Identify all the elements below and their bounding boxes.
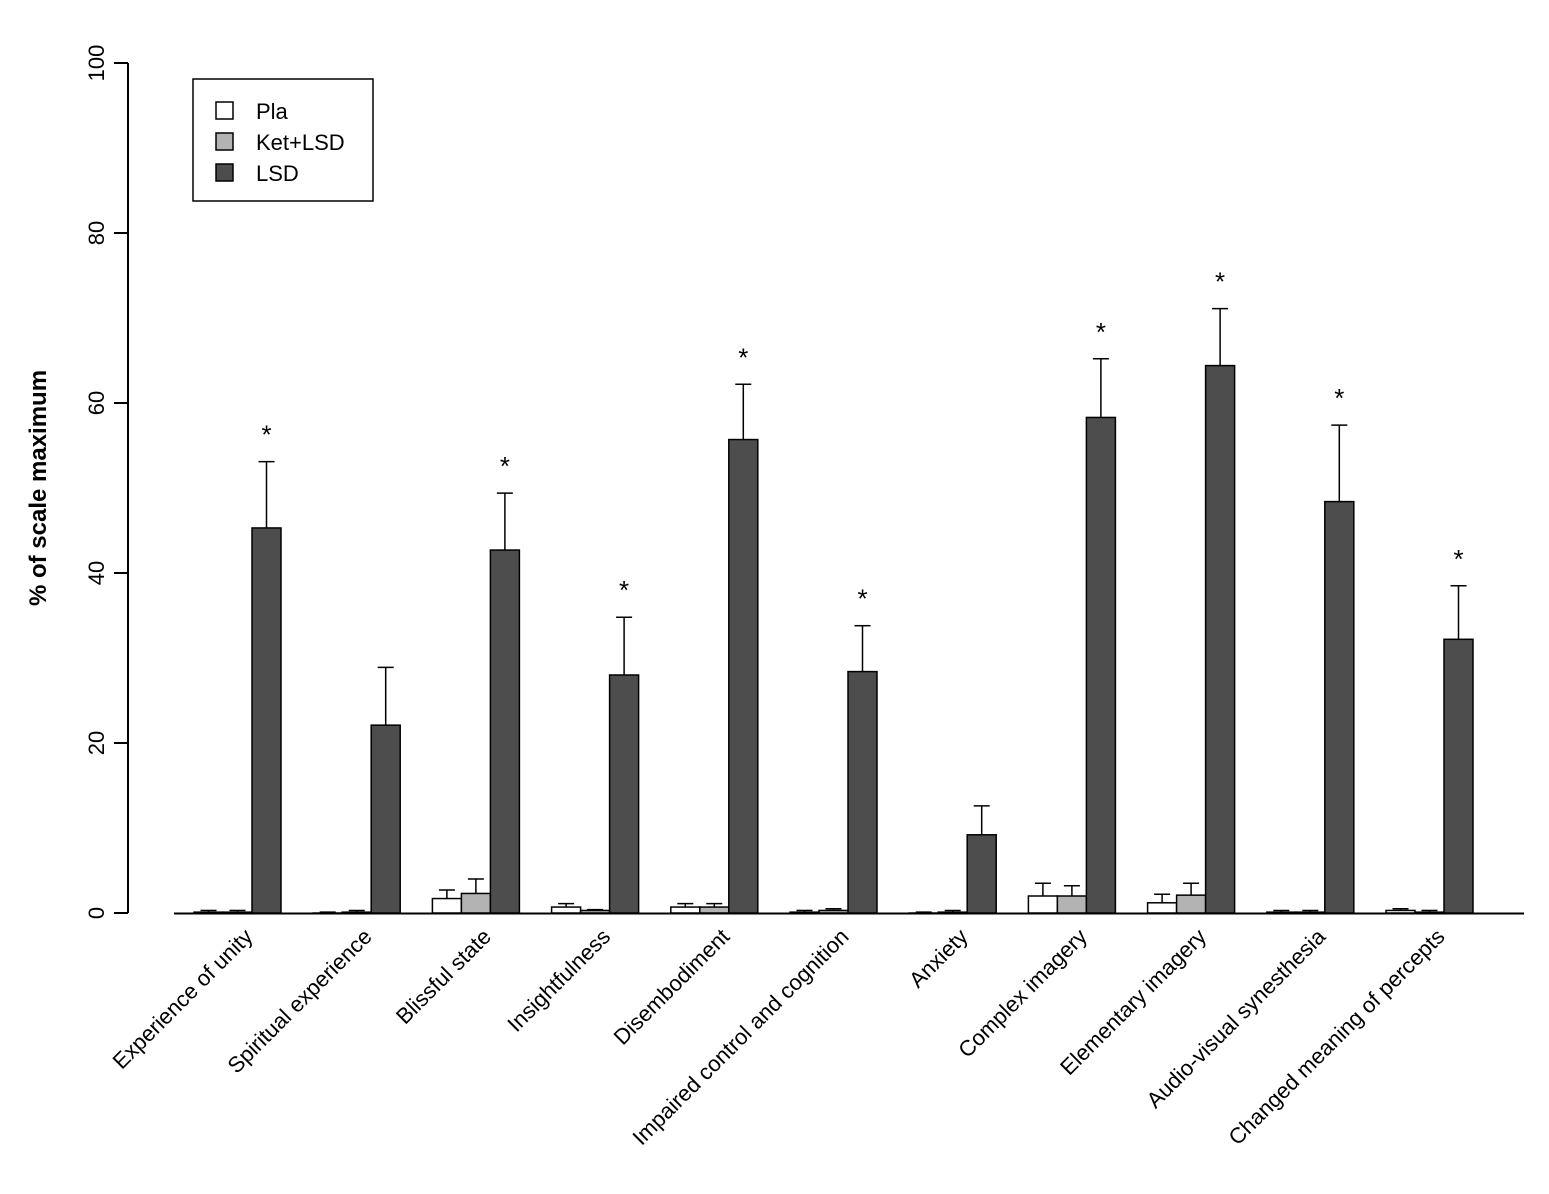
x-category-label: Complex imagery	[953, 924, 1092, 1063]
bar-lsd	[728, 438, 759, 914]
legend-swatch	[215, 163, 234, 182]
y-axis-title: % of scale maximum	[25, 370, 52, 606]
bar-pla	[1146, 902, 1178, 914]
significance-marker: *	[738, 342, 748, 372]
legend-swatch	[215, 132, 234, 151]
significance-marker: *	[261, 420, 271, 450]
y-tick-label: 60	[84, 391, 109, 415]
bar-lsd	[1204, 364, 1236, 914]
bar-ket-lsd	[460, 892, 492, 914]
legend: Pla Ket+LSD LSD	[192, 78, 374, 202]
y-tick-label: 20	[84, 731, 109, 755]
y-tick-label: 100	[84, 45, 109, 82]
bar-lsd	[1085, 416, 1117, 914]
x-category-label: Anxiety	[904, 924, 973, 993]
bar-ket-lsd	[1056, 895, 1088, 914]
bar-pla	[550, 906, 582, 914]
significance-marker: *	[619, 575, 629, 605]
significance-marker: *	[1215, 267, 1225, 297]
x-category-label: Blissful state	[391, 924, 496, 1029]
y-tick-label: 80	[84, 221, 109, 245]
bar-lsd	[1324, 500, 1355, 914]
bar-lsd	[1443, 638, 1474, 914]
bars-layer: * * * * * * * * *	[193, 267, 1474, 915]
legend-label: Pla	[256, 99, 289, 124]
significance-marker: *	[1334, 383, 1344, 413]
bar-lsd	[847, 670, 878, 914]
bar-pla	[670, 906, 701, 914]
legend-label: LSD	[256, 161, 299, 186]
bar-lsd	[370, 724, 401, 914]
bar-ket-lsd	[1175, 894, 1207, 914]
y-tick-label: 0	[84, 907, 109, 919]
bar-lsd	[251, 527, 282, 914]
significance-marker: *	[1453, 544, 1463, 574]
bar-lsd	[608, 674, 640, 914]
significance-marker: *	[857, 584, 867, 614]
x-category-label: Disembodiment	[609, 924, 735, 1050]
legend-swatch	[215, 101, 234, 120]
bar-ket-lsd	[699, 906, 730, 914]
legend-label: Ket+LSD	[256, 130, 345, 155]
bar-lsd	[966, 834, 997, 914]
bar-lsd	[489, 549, 521, 914]
bar-pla	[431, 897, 463, 914]
x-category-label: Impaired control and cognition	[627, 924, 853, 1150]
x-category-label: Changed meaning of percepts	[1223, 924, 1449, 1150]
significance-marker: *	[1096, 317, 1106, 347]
y-tick-label: 40	[84, 561, 109, 585]
x-category-label: Insightfulness	[502, 924, 615, 1037]
significance-marker: *	[500, 451, 510, 481]
y-axis: 0 20 40 60 80 100	[84, 45, 129, 919]
bar-pla	[1027, 895, 1059, 914]
